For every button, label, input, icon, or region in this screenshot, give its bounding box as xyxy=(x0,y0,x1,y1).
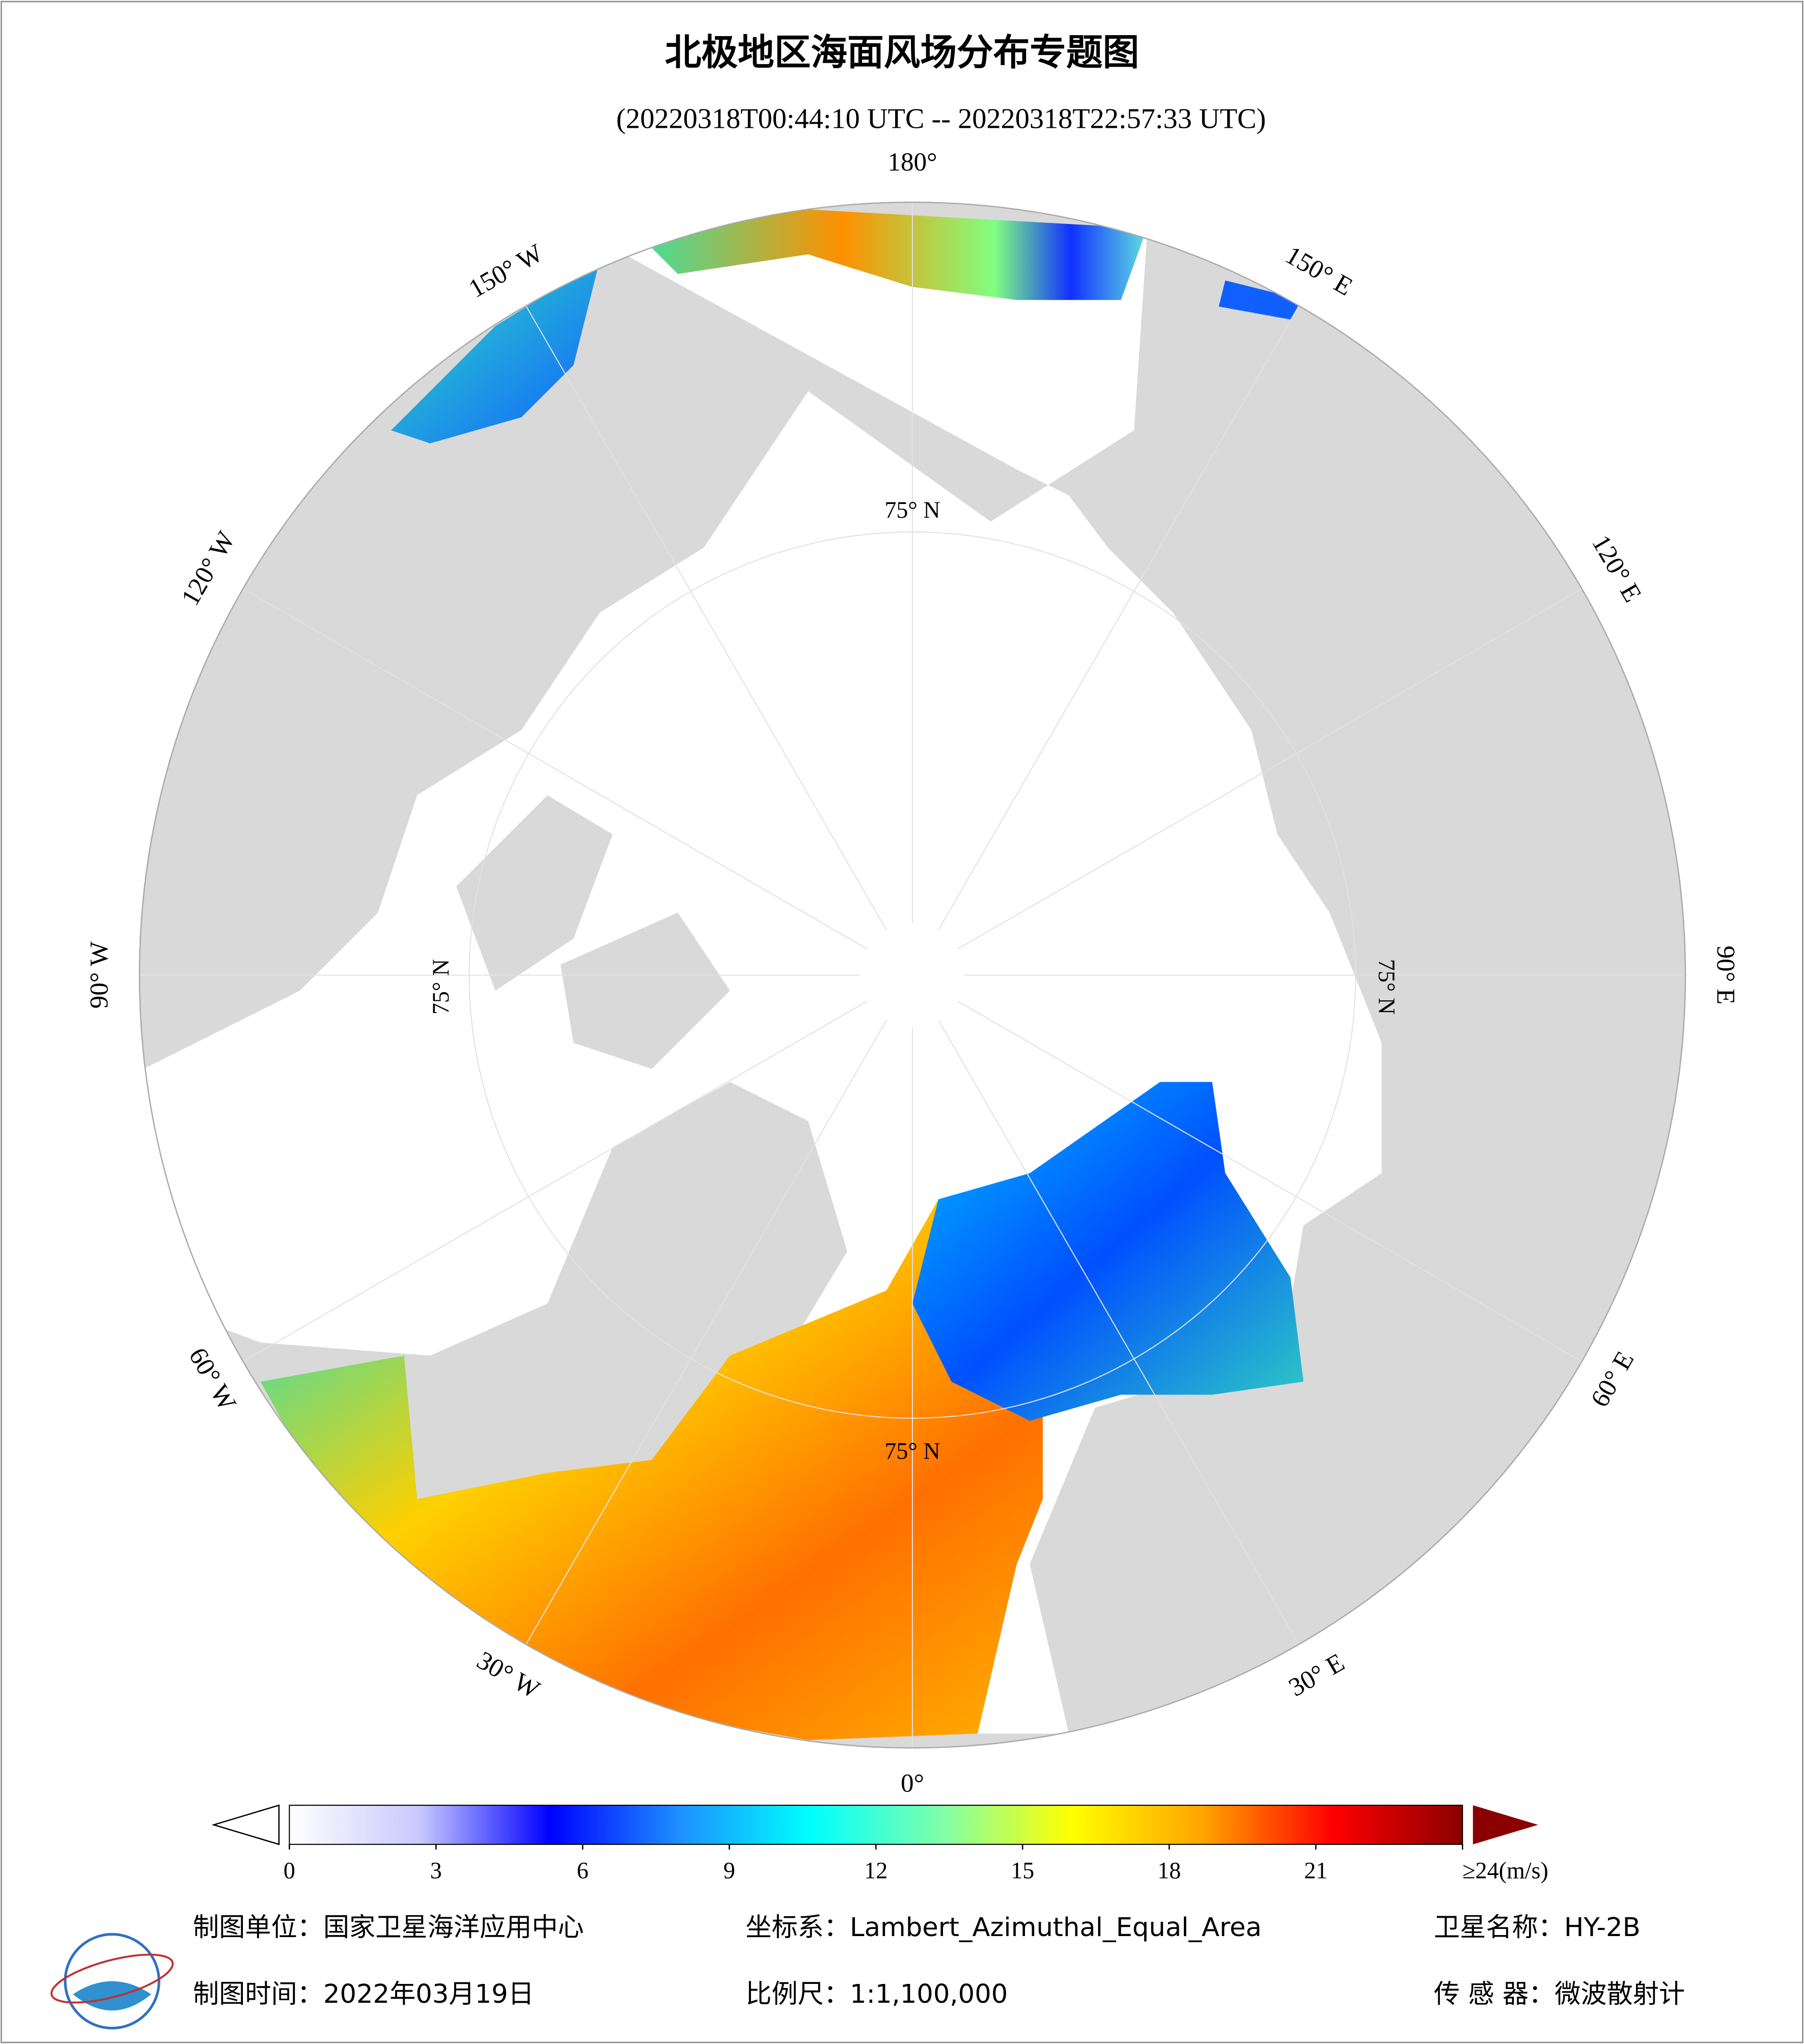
sensor: 传 感 器：微波散射计 xyxy=(1434,1979,1685,2009)
colorbar-tick-label: 15 xyxy=(1011,1858,1034,1884)
logo xyxy=(50,1933,174,2030)
lat-label: 75° N xyxy=(1374,959,1400,1015)
colorbar-tick-label: 12 xyxy=(864,1858,887,1884)
meridian xyxy=(938,305,1299,931)
meridian xyxy=(525,305,887,931)
meridian xyxy=(938,1020,1299,1645)
colorbar-tick-label: 3 xyxy=(430,1858,442,1884)
lon-label: 90° W xyxy=(85,941,114,1009)
subtitle: (20220318T00:44:10 UTC -- 20220318T22:57… xyxy=(616,103,1266,134)
lon-label: 180° xyxy=(887,148,937,177)
meridian xyxy=(957,588,1583,950)
colorbar-tick-label: 21 xyxy=(1304,1858,1327,1884)
lat-label: 75° N xyxy=(884,1438,940,1464)
meridian xyxy=(242,588,868,950)
lat-circle xyxy=(468,531,1356,1419)
colorbar-tick-label: ≥24(m/s) xyxy=(1462,1858,1548,1884)
map-border xyxy=(138,201,1686,1749)
crs: 坐标系：Lambert_Azimuthal_Equal_Area xyxy=(745,1912,1262,1943)
colorbar-tick-label: 18 xyxy=(1157,1858,1181,1884)
colorbar: 0 3 6 9 12 15 18 21 ≥24(m/s) xyxy=(211,1804,1548,1884)
satellite: 卫星名称：HY-2B xyxy=(1434,1912,1641,1943)
title: 北极地区海面风场分布专题图 xyxy=(665,31,1140,74)
lat-label: 75° N xyxy=(428,959,454,1015)
meridian xyxy=(242,1000,868,1362)
lon-label: 90° E xyxy=(1711,945,1740,1004)
org: 制图单位：国家卫星海洋应用中心 xyxy=(193,1912,584,1943)
scale: 比例尺：1:1,100,000 xyxy=(745,1979,1008,2009)
lon-label: 0° xyxy=(901,1769,924,1798)
over-arrow xyxy=(1473,1805,1538,1844)
graticule xyxy=(139,202,1686,1748)
colorbar-tick-label: 9 xyxy=(724,1858,735,1884)
meridian xyxy=(957,1000,1583,1362)
meridian xyxy=(525,1020,887,1645)
lat-label: 75° N xyxy=(884,497,940,523)
colorbar-tick-label: 6 xyxy=(577,1858,589,1884)
under-arrow xyxy=(211,1804,280,1845)
colorbar-tick-label: 0 xyxy=(284,1858,295,1884)
date: 制图时间：2022年03月19日 xyxy=(193,1979,534,2009)
colorbar-fill xyxy=(289,1805,1463,1845)
